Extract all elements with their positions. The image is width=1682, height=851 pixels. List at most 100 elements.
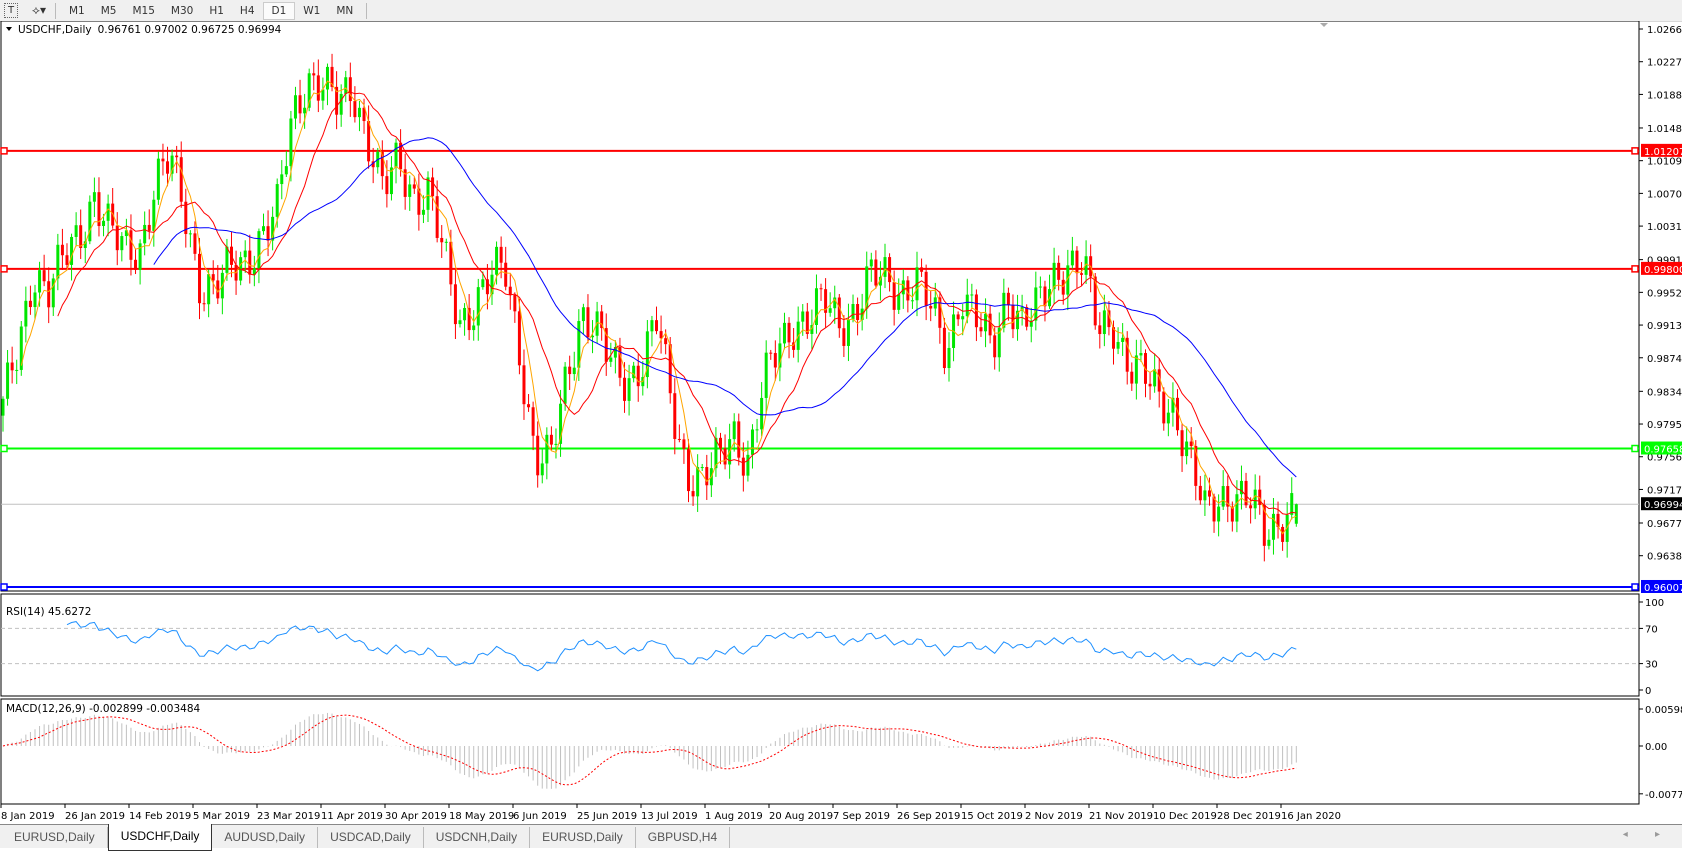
candle-body bbox=[129, 230, 133, 260]
candle bbox=[792, 328, 796, 358]
candle bbox=[1157, 358, 1161, 408]
candle-body bbox=[856, 304, 860, 321]
candle-body bbox=[1061, 279, 1065, 295]
candle-body bbox=[577, 321, 581, 368]
candle bbox=[1203, 474, 1207, 516]
candle bbox=[1198, 475, 1202, 505]
candle-body bbox=[581, 307, 585, 322]
price-tick-label: 0.96380 bbox=[1647, 552, 1682, 563]
candle bbox=[83, 231, 87, 264]
candle bbox=[60, 228, 64, 270]
candle bbox=[444, 238, 448, 252]
tab-audusd-daily[interactable]: AUDUSD,Daily bbox=[212, 827, 319, 848]
price-chart[interactable]: 1.02660 1.02270 1.01880 1.01480 1.01090 1.007… bbox=[0, 21, 1682, 824]
level-handle-right[interactable] bbox=[1631, 583, 1639, 591]
candle-body bbox=[188, 233, 192, 235]
candle-body bbox=[495, 246, 499, 275]
macd-tick-label: 0.00 bbox=[1645, 742, 1667, 753]
toolbar-separator bbox=[55, 2, 56, 19]
candle-body bbox=[792, 342, 796, 350]
tab-scroll-arrows[interactable]: ◂ ▸ bbox=[1622, 829, 1672, 840]
chart-shift-marker-icon[interactable] bbox=[1320, 23, 1328, 27]
candle-body bbox=[307, 73, 311, 108]
date-tick-label: 26 Sep 2019 bbox=[897, 811, 960, 822]
tab-eurusd-daily-2[interactable]: EURUSD,Daily bbox=[530, 827, 636, 848]
candle bbox=[865, 251, 869, 319]
timeframe-m15[interactable]: M15 bbox=[132, 4, 155, 17]
candle-body bbox=[883, 257, 887, 277]
candle-body bbox=[773, 353, 777, 368]
candle bbox=[988, 305, 992, 344]
candle bbox=[1061, 271, 1065, 305]
collapse-triangle-icon[interactable] bbox=[6, 27, 12, 31]
candle bbox=[1162, 387, 1166, 431]
level-handle-left[interactable] bbox=[0, 583, 8, 591]
timeframe-mn[interactable]: MN bbox=[336, 4, 354, 17]
candle-body bbox=[325, 66, 329, 90]
candle bbox=[161, 143, 165, 176]
candle bbox=[293, 86, 297, 130]
candle-body bbox=[463, 307, 467, 321]
candle bbox=[179, 141, 183, 208]
candle-body bbox=[1217, 506, 1221, 522]
candle-body bbox=[700, 467, 704, 469]
candle bbox=[746, 440, 750, 482]
tab-usdcad-daily[interactable]: USDCAD,Daily bbox=[318, 827, 424, 848]
tab-gbpusd-h4[interactable]: GBPUSD,H4 bbox=[636, 827, 731, 848]
toolbar: T ⟡▾ M1 M5 M15 M30 H1 H4 D1 W1 MN bbox=[0, 0, 1682, 22]
text-tool-icon[interactable]: T bbox=[4, 3, 18, 18]
level-handle-right[interactable] bbox=[1631, 147, 1639, 155]
candle bbox=[316, 59, 320, 113]
candle bbox=[993, 327, 997, 370]
candle bbox=[440, 225, 444, 258]
candle-body bbox=[261, 226, 265, 232]
candle-body bbox=[613, 346, 617, 358]
level-handle-right[interactable] bbox=[1631, 444, 1639, 453]
price-tick-label: 1.01090 bbox=[1647, 157, 1682, 168]
timeframe-h1[interactable]: H1 bbox=[209, 4, 224, 17]
timeframe-m5[interactable]: M5 bbox=[100, 4, 117, 17]
level-handle-right[interactable] bbox=[1631, 265, 1639, 273]
candle-body bbox=[801, 311, 805, 322]
candle-body bbox=[741, 457, 745, 476]
tab-eurusd-daily[interactable]: EURUSD,Daily bbox=[2, 827, 108, 848]
candle-body bbox=[284, 166, 288, 175]
candle-body bbox=[938, 297, 942, 328]
candle-body bbox=[787, 322, 791, 343]
candle bbox=[463, 303, 467, 336]
candle bbox=[339, 84, 343, 127]
candle bbox=[568, 355, 572, 390]
price-tag bbox=[1641, 441, 1682, 455]
candle bbox=[476, 278, 480, 341]
candle bbox=[15, 359, 19, 385]
date-tick-label: 30 Apr 2019 bbox=[385, 811, 447, 822]
line-tools-icon[interactable]: ⟡▾ bbox=[32, 3, 46, 17]
level-handle-left[interactable] bbox=[0, 265, 8, 273]
tab-usdcnh-daily[interactable]: USDCNH,Daily bbox=[424, 827, 531, 848]
timeframe-m1[interactable]: M1 bbox=[69, 4, 85, 17]
candle bbox=[188, 230, 192, 248]
candle bbox=[1226, 475, 1230, 523]
level-handle-left[interactable] bbox=[0, 147, 8, 155]
candle-body bbox=[837, 297, 841, 329]
candle-body bbox=[805, 311, 809, 334]
date-tick-label: 10 Dec 2019 bbox=[1153, 811, 1217, 822]
candle-body bbox=[1253, 489, 1257, 509]
candle bbox=[481, 271, 485, 290]
timeframe-w1[interactable]: W1 bbox=[303, 4, 321, 17]
timeframe-d1[interactable]: D1 bbox=[262, 1, 296, 20]
candle bbox=[1239, 465, 1243, 510]
candle-body bbox=[161, 158, 165, 162]
timeframe-h4[interactable]: H4 bbox=[239, 4, 255, 17]
candle bbox=[106, 194, 110, 237]
candle-body bbox=[1098, 325, 1102, 335]
timeframe-m30[interactable]: M30 bbox=[170, 4, 194, 17]
level-handle-left[interactable] bbox=[0, 444, 8, 453]
macd-panel-frame bbox=[0, 698, 1640, 805]
candle bbox=[261, 213, 265, 235]
rsi-tick-label: 30 bbox=[1645, 660, 1658, 671]
candle-body bbox=[170, 155, 174, 174]
candle bbox=[56, 233, 60, 291]
candle-body bbox=[673, 393, 677, 439]
